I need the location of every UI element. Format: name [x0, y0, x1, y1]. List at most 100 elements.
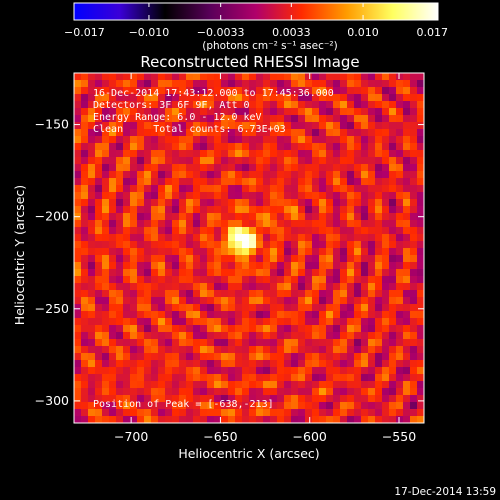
image-pixel: [221, 115, 229, 123]
image-pixel: [263, 220, 271, 228]
image-pixel: [417, 339, 424, 347]
image-pixel: [396, 402, 404, 410]
image-pixel: [291, 374, 299, 382]
image-pixel: [214, 248, 222, 256]
image-pixel: [340, 213, 348, 221]
image-pixel: [375, 346, 383, 354]
image-pixel: [389, 164, 397, 172]
image-pixel: [291, 206, 299, 214]
image-pixel: [277, 115, 285, 123]
image-pixel: [403, 101, 411, 109]
image-pixel: [144, 108, 152, 116]
image-pixel: [81, 367, 89, 375]
image-pixel: [326, 150, 334, 158]
image-pixel: [340, 353, 348, 361]
image-pixel: [340, 332, 348, 340]
image-pixel: [284, 94, 292, 102]
image-pixel: [368, 241, 376, 249]
image-pixel: [368, 360, 376, 368]
image-pixel: [368, 213, 376, 221]
image-pixel: [214, 164, 222, 172]
image-pixel: [109, 276, 117, 284]
image-pixel: [256, 129, 264, 137]
image-pixel: [74, 346, 82, 354]
image-pixel: [333, 297, 341, 305]
image-pixel: [74, 332, 82, 340]
timestamp: 17-Dec-2014 13:59: [394, 486, 496, 498]
image-pixel: [172, 220, 180, 228]
image-pixel: [144, 164, 152, 172]
image-pixel: [172, 227, 180, 235]
image-pixel: [403, 290, 411, 298]
image-pixel: [263, 94, 271, 102]
image-pixel: [144, 241, 152, 249]
image-pixel: [305, 381, 313, 389]
image-pixel: [312, 339, 320, 347]
image-pixel: [291, 164, 299, 172]
image-pixel: [172, 108, 180, 116]
image-pixel: [375, 262, 383, 270]
image-pixel: [235, 87, 243, 95]
image-pixel: [333, 374, 341, 382]
image-pixel: [340, 346, 348, 354]
image-pixel: [137, 248, 145, 256]
image-pixel: [347, 122, 355, 130]
image-pixel: [235, 318, 243, 326]
image-pixel: [319, 269, 327, 277]
image-pixel: [277, 332, 285, 340]
image-pixel: [340, 395, 348, 403]
image-pixel: [375, 227, 383, 235]
image-pixel: [151, 129, 159, 137]
image-pixel: [186, 388, 194, 396]
image-pixel: [340, 241, 348, 249]
image-pixel: [158, 409, 166, 417]
image-pixel: [368, 73, 376, 81]
image-pixel: [158, 213, 166, 221]
image-pixel: [242, 332, 250, 340]
image-pixel: [193, 220, 201, 228]
image-pixel: [95, 143, 103, 151]
image-pixel: [326, 248, 334, 256]
image-pixel: [214, 381, 222, 389]
image-pixel: [200, 325, 208, 333]
image-pixel: [326, 346, 334, 354]
image-pixel: [102, 360, 110, 368]
image-pixel: [200, 192, 208, 200]
image-pixel: [389, 206, 397, 214]
image-pixel: [165, 381, 173, 389]
image-pixel: [109, 206, 117, 214]
image-pixel: [144, 339, 152, 347]
image-pixel: [158, 101, 166, 109]
image-pixel: [242, 255, 250, 263]
image-pixel: [256, 108, 264, 116]
image-pixel: [88, 206, 96, 214]
image-pixel: [270, 297, 278, 305]
image-pixel: [277, 276, 285, 284]
image-pixel: [193, 325, 201, 333]
image-pixel: [186, 101, 194, 109]
image-pixel: [95, 185, 103, 193]
image-pixel: [403, 206, 411, 214]
image-pixel: [186, 73, 194, 81]
image-pixel: [95, 136, 103, 144]
image-pixel: [235, 360, 243, 368]
image-pixel: [396, 374, 404, 382]
image-pixel: [137, 339, 145, 347]
image-pixel: [347, 199, 355, 207]
image-pixel: [74, 80, 82, 88]
image-pixel: [291, 325, 299, 333]
image-pixel: [256, 283, 264, 291]
image-pixel: [130, 206, 138, 214]
image-pixel: [305, 318, 313, 326]
image-pixel: [95, 220, 103, 228]
image-pixel: [382, 241, 390, 249]
image-pixel: [109, 192, 117, 200]
image-pixel: [158, 311, 166, 319]
image-pixel: [277, 220, 285, 228]
image-pixel: [319, 185, 327, 193]
image-pixel: [228, 339, 236, 347]
image-pixel: [172, 283, 180, 291]
image-pixel: [88, 101, 96, 109]
image-pixel: [102, 255, 110, 263]
image-pixel: [137, 360, 145, 368]
